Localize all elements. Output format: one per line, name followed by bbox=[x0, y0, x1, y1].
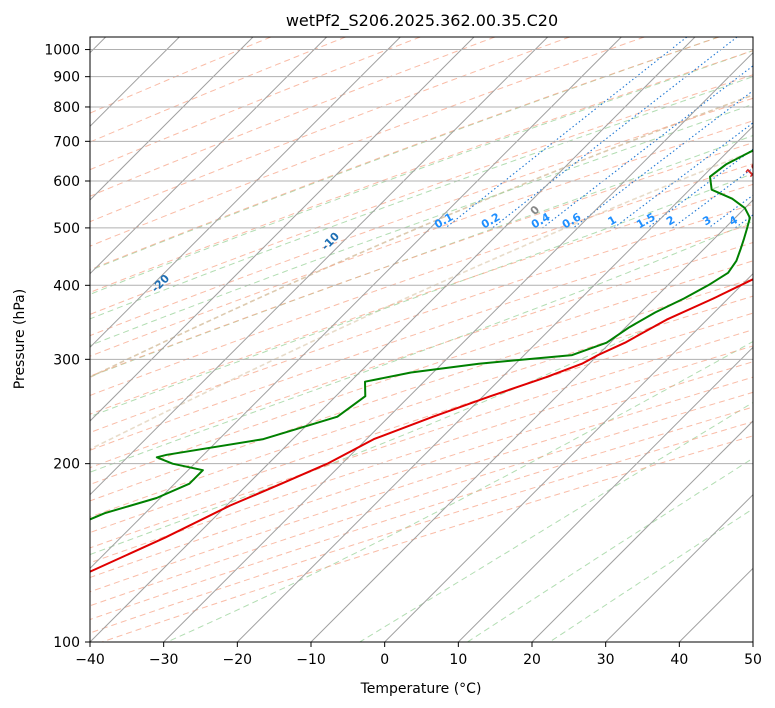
moist-adiabat-line bbox=[90, 50, 753, 295]
dry-adiabat-line bbox=[90, 361, 753, 579]
moist-adiabat-line bbox=[90, 173, 753, 418]
dry-adiabat-line bbox=[90, 37, 570, 223]
isotherm-line bbox=[605, 493, 753, 642]
y-axis-title: Pressure (hPa) bbox=[12, 289, 28, 389]
plot-background bbox=[90, 37, 753, 642]
isotherm-line bbox=[90, 37, 475, 422]
dry-adiabat-line bbox=[90, 329, 753, 549]
sounding-series bbox=[90, 149, 753, 573]
x-tick-label: 0 bbox=[380, 652, 389, 668]
x-axis-title: Temperature (°C) bbox=[360, 681, 482, 697]
y-tick-label: 200 bbox=[53, 457, 80, 473]
dry-adiabat-line bbox=[90, 183, 753, 415]
isotherm-line bbox=[90, 37, 549, 496]
moist-adiabat-line bbox=[90, 220, 753, 473]
x-tick-label: −10 bbox=[296, 652, 326, 668]
x-tick-label: 50 bbox=[744, 652, 762, 668]
y-tick-label: 500 bbox=[53, 221, 80, 237]
mixing-ratio-line bbox=[672, 167, 753, 229]
isotherm-line bbox=[531, 420, 753, 642]
dry-adiabat-line bbox=[90, 50, 753, 293]
y-tick-label: 600 bbox=[53, 174, 80, 190]
isotherm-line bbox=[90, 37, 328, 275]
dry-adiabat-line bbox=[90, 97, 753, 337]
isotherm-line bbox=[457, 346, 753, 642]
x-tick-label: 20 bbox=[523, 652, 541, 668]
x-tick-label: 40 bbox=[670, 652, 688, 668]
moist-adiabat-line bbox=[90, 278, 753, 556]
y-tick-label: 100 bbox=[53, 635, 80, 651]
y-tick-label: 800 bbox=[53, 100, 80, 116]
isotherms bbox=[90, 37, 753, 642]
y-tick-label: 300 bbox=[53, 352, 80, 368]
isotherm-line bbox=[90, 37, 622, 570]
moist-adiabat-line bbox=[90, 76, 753, 320]
temperature-line bbox=[90, 278, 753, 573]
mixing-ratio-line bbox=[542, 65, 753, 229]
plot-frame bbox=[89, 36, 754, 643]
dry-adiabat-line bbox=[90, 37, 645, 247]
isotherm-line bbox=[90, 37, 401, 349]
dry-adiabat-line bbox=[90, 278, 753, 502]
mixing-ratio-label: 6 bbox=[766, 213, 775, 228]
chart-title: wetPf2_S206.2025.362.00.35.C20 bbox=[286, 11, 558, 31]
y-tick-label: 400 bbox=[53, 278, 80, 294]
dry-adiabat-line bbox=[90, 163, 753, 397]
isotherm-line bbox=[163, 51, 753, 642]
y-tick-label: 1000 bbox=[44, 43, 80, 59]
dry-adiabat-line bbox=[90, 37, 421, 171]
isotherm-line bbox=[752, 641, 753, 642]
dry-adiabat-line bbox=[90, 142, 753, 377]
reference-curve bbox=[90, 94, 753, 379]
isotherm-line bbox=[384, 272, 753, 642]
moist-adiabats bbox=[90, 37, 753, 642]
reference-curve bbox=[90, 150, 753, 451]
dewpoint-line bbox=[90, 149, 753, 521]
x-tick-label: −30 bbox=[149, 652, 179, 668]
isobar-gridlines bbox=[90, 49, 753, 642]
isotherm-line bbox=[310, 199, 753, 642]
reference-curves bbox=[90, 94, 753, 451]
dry-adiabat-label: -30 bbox=[0, 314, 11, 337]
isotherm-line bbox=[236, 125, 753, 642]
x-axis: −40 −30 −20 −10 0 10 20 30 40 50 bbox=[75, 642, 762, 668]
dry-adiabat-line bbox=[90, 74, 753, 315]
isotherm-line bbox=[90, 37, 696, 642]
dry-adiabat-line bbox=[90, 37, 346, 143]
x-tick-label: 10 bbox=[449, 652, 467, 668]
y-tick-label: 900 bbox=[53, 70, 80, 86]
y-axis: 100 200 300 400 500 600 700 800 900 1000 bbox=[44, 43, 90, 651]
y-tick-label: 700 bbox=[53, 134, 80, 150]
moist-adiabat-label: 10 bbox=[743, 160, 763, 180]
x-tick-label: −20 bbox=[223, 652, 253, 668]
dry-adiabat-line bbox=[90, 223, 753, 451]
x-tick-label: 30 bbox=[597, 652, 615, 668]
dry-adiabat-line bbox=[90, 37, 496, 197]
x-tick-label: −40 bbox=[75, 652, 105, 668]
moist-adiabat-line bbox=[90, 37, 719, 272]
mixing-ratio-line bbox=[572, 90, 753, 229]
isotherm-line bbox=[90, 37, 254, 201]
